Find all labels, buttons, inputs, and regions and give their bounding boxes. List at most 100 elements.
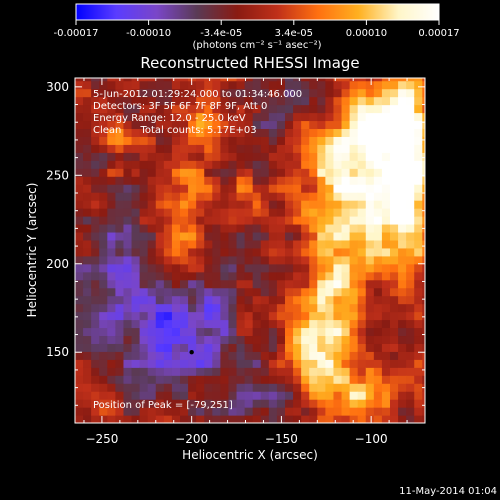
heatmap-cell <box>390 144 399 153</box>
heatmap-cell <box>317 231 326 241</box>
heatmap-cell <box>398 303 407 313</box>
heatmap-cell <box>325 168 335 177</box>
heatmap-cell <box>341 120 351 130</box>
heatmap-cell <box>204 327 213 337</box>
heatmap-cell <box>381 80 391 90</box>
heatmap-cell <box>268 160 278 169</box>
heatmap-cell <box>406 263 415 273</box>
heatmap-cell <box>285 271 294 281</box>
heatmap-cell <box>398 88 407 98</box>
heatmap-cell <box>325 192 335 201</box>
heatmap-cell <box>422 287 425 297</box>
heatmap-cell <box>212 128 221 137</box>
heatmap-cell <box>293 88 302 98</box>
heatmap-cell <box>204 351 213 360</box>
heatmap-cell <box>188 128 197 137</box>
heatmap-cell <box>99 415 108 423</box>
heatmap-cell <box>91 255 100 265</box>
heatmap-cell <box>357 327 367 337</box>
heatmap-cell <box>333 200 343 209</box>
heatmap-cell <box>268 399 278 408</box>
heatmap-cell <box>349 120 359 130</box>
heatmap-cell <box>349 208 359 217</box>
heatmap-cell <box>83 120 92 130</box>
heatmap-cell <box>155 128 165 137</box>
heatmap-cell <box>422 160 425 169</box>
heatmap-cell <box>244 359 254 368</box>
heatmap-cell <box>349 255 359 265</box>
heatmap-cell <box>155 407 165 416</box>
heatmap-cell <box>188 112 197 122</box>
heatmap-cell <box>131 136 141 145</box>
heatmap-cell <box>357 415 367 423</box>
heatmap-cell <box>228 383 238 392</box>
heatmap-cell <box>414 96 423 106</box>
heatmap-cell <box>398 78 407 82</box>
heatmap-cell <box>373 335 383 344</box>
heatmap-cell <box>180 160 189 169</box>
heatmap-cell <box>155 88 165 98</box>
heatmap-cell <box>236 391 246 400</box>
heatmap-cell <box>155 271 165 281</box>
heatmap-cell <box>317 96 326 106</box>
heatmap-cell <box>414 152 423 161</box>
heatmap-cell <box>398 255 407 265</box>
heatmap-cell <box>260 367 270 376</box>
heatmap-cell <box>252 112 262 122</box>
heatmap-cell <box>107 96 116 106</box>
heatmap-cell <box>276 383 286 392</box>
heatmap-cell <box>171 335 181 344</box>
heatmap-cell <box>99 279 108 289</box>
heatmap-cell <box>285 247 294 257</box>
heatmap-cell <box>236 335 246 344</box>
footer-timestamp: 11-May-2014 01:04 <box>399 486 497 497</box>
heatmap-cell <box>147 335 157 344</box>
heatmap-cell <box>139 263 149 273</box>
heatmap-cell <box>123 343 133 352</box>
heatmap-cell <box>131 208 141 217</box>
heatmap-cell <box>317 128 326 137</box>
heatmap-cell <box>357 216 367 225</box>
heatmap-cell <box>414 303 423 313</box>
heatmap-cell <box>75 255 84 265</box>
heatmap-cell <box>309 255 318 265</box>
heatmap-cell <box>365 96 375 106</box>
heatmap-cell <box>341 367 351 376</box>
heatmap-cell <box>131 415 141 423</box>
heatmap-cell <box>244 271 254 281</box>
heatmap-cell <box>414 128 423 137</box>
heatmap-cell <box>115 96 125 106</box>
heatmap-cell <box>422 415 425 423</box>
heatmap-cell <box>180 208 189 217</box>
heatmap-cell <box>414 200 423 209</box>
heatmap-cell <box>236 311 246 321</box>
heatmap-cell <box>317 407 326 416</box>
heatmap-cell <box>285 104 294 114</box>
heatmap-cell <box>301 271 310 281</box>
heatmap-cell <box>381 128 391 137</box>
heatmap-cell <box>260 231 270 241</box>
heatmap-cell <box>422 200 425 209</box>
heatmap-cell <box>260 223 270 233</box>
heatmap-cell <box>212 239 221 249</box>
heatmap-cell <box>309 152 318 161</box>
colorbar-tick-label: 0.00017 <box>418 28 459 39</box>
heatmap-cell <box>244 192 254 201</box>
heatmap-cell <box>373 80 383 90</box>
heatmap-cell <box>317 152 326 161</box>
heatmap-cell <box>228 247 238 257</box>
heatmap-cell <box>325 136 335 145</box>
heatmap-cell <box>139 319 149 329</box>
heatmap-cell <box>365 407 375 416</box>
heatmap-cell <box>349 375 359 384</box>
heatmap-cell <box>365 176 375 185</box>
heatmap-cell <box>390 279 399 289</box>
heatmap-cell <box>422 271 425 281</box>
heatmap-cell <box>107 303 116 313</box>
heatmap-cell <box>276 168 286 177</box>
heatmap-cell <box>301 104 310 114</box>
heatmap-cell <box>220 239 230 249</box>
heatmap-cell <box>268 351 278 360</box>
heatmap-cell <box>188 104 197 114</box>
